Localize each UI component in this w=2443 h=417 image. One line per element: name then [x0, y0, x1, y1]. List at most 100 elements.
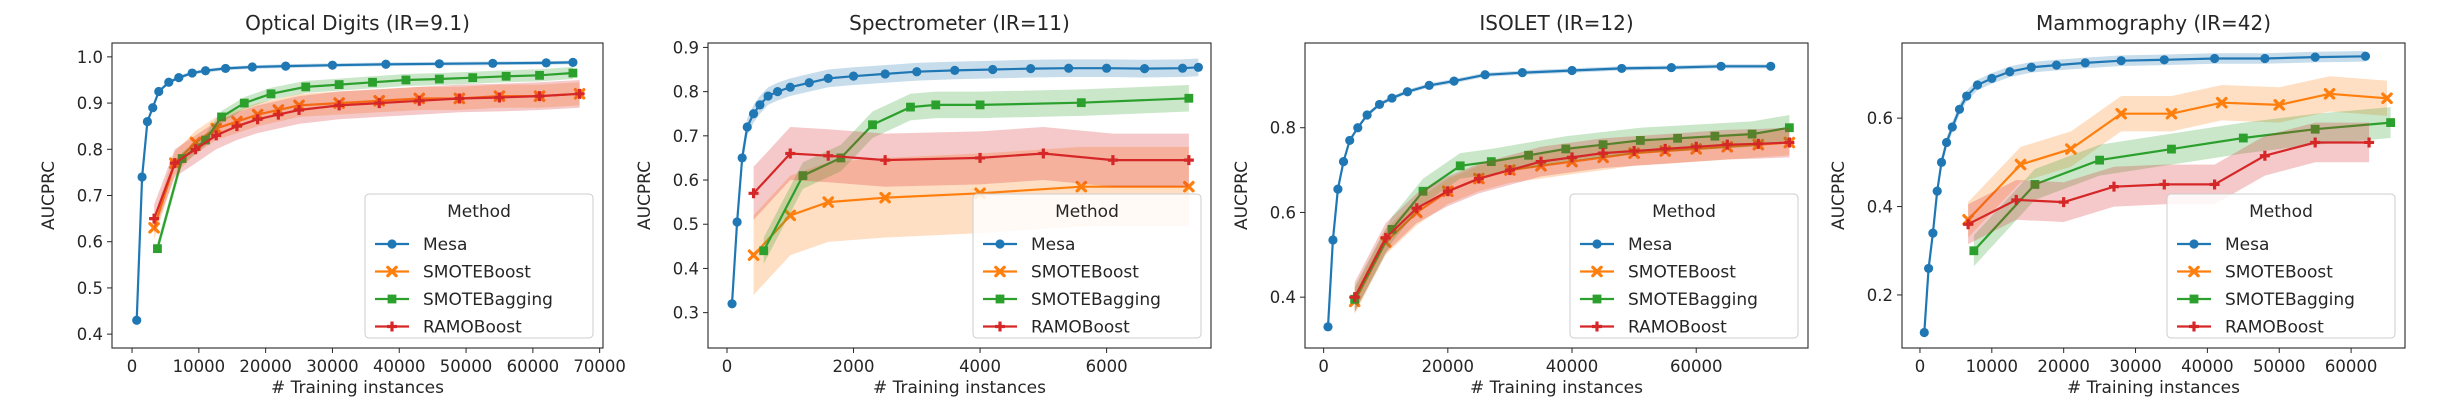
- chart-title: Optical Digits (IR=9.1): [245, 11, 470, 35]
- data-point: [1710, 131, 1720, 141]
- chart-title: Spectrometer (IR=11): [849, 11, 1070, 35]
- data-point: [231, 121, 242, 132]
- legend-marker: [2189, 294, 2199, 304]
- chart-panel: Spectrometer (IR=11) 0 2000 4000 6000 0.3 0.4 0…: [635, 11, 1212, 398]
- x-tick-label: 40000: [373, 357, 426, 376]
- data-point: [1766, 61, 1776, 71]
- y-tick-label: 1.0: [77, 48, 103, 67]
- data-point: [1328, 235, 1338, 245]
- y-tick-label: 0.7: [673, 127, 699, 146]
- y-tick-label: 0.4: [1270, 288, 1296, 307]
- data-point: [187, 68, 197, 78]
- data-point: [1480, 70, 1490, 80]
- series-smotebagging: [759, 85, 1194, 264]
- x-tick-label: 50000: [2253, 357, 2306, 376]
- data-point: [747, 249, 760, 261]
- data-point: [1923, 263, 1934, 274]
- data-point: [1449, 76, 1459, 86]
- legend-title: Method: [2249, 202, 2313, 222]
- data-point: [822, 196, 835, 208]
- legend-title: Method: [1652, 202, 1716, 222]
- data-point: [1722, 139, 1733, 150]
- data-point: [880, 69, 890, 79]
- data-point: [210, 122, 223, 135]
- y-tick-label: 0.8: [1270, 119, 1296, 138]
- series-smoteboost: [1962, 76, 2393, 238]
- x-tick-label: 10000: [173, 357, 226, 376]
- x-tick-label: 70000: [573, 357, 626, 376]
- data-point: [2310, 52, 2320, 62]
- x-tick-label: 60000: [2325, 357, 2378, 376]
- legend-box: [2166, 193, 2396, 339]
- legend: Method Mesa SMOTEBoost SMOTEBagging RAMOBoos…: [972, 193, 1202, 339]
- data-point: [169, 158, 180, 169]
- legend-label: SMOTEBoost: [1628, 263, 1736, 283]
- legend-label: RAMOBoost: [2225, 318, 2324, 338]
- legend-item: SMOTEBagging: [1580, 290, 1758, 310]
- data-point: [1424, 80, 1434, 90]
- data-point: [868, 120, 877, 130]
- data-point: [1323, 322, 1333, 332]
- data-point: [912, 67, 922, 77]
- x-tick-label: 0: [127, 357, 138, 376]
- confidence-band: [1973, 107, 2391, 267]
- data-point: [1402, 87, 1413, 97]
- legend-label: SMOTEBoost: [2225, 263, 2333, 283]
- data-point: [1442, 186, 1453, 197]
- confidence-band: [763, 85, 1189, 264]
- data-point: [334, 80, 344, 89]
- legend-label: SMOTEBagging: [1031, 290, 1161, 310]
- legend-item: SMOTEBagging: [2177, 290, 2355, 310]
- x-tick-label: 50000: [440, 357, 493, 376]
- data-point: [294, 105, 305, 116]
- data-point: [748, 188, 759, 199]
- legend-item: RAMOBoost: [983, 318, 1130, 338]
- data-point: [2238, 133, 2248, 143]
- data-point: [1784, 137, 1795, 148]
- y-tick-label: 0.6: [673, 171, 699, 190]
- data-point: [1972, 80, 1983, 90]
- legend-label: SMOTEBoost: [423, 263, 531, 283]
- legend-marker: [2188, 265, 2200, 278]
- data-point: [1380, 232, 1391, 243]
- y-tick-label: 0.8: [673, 83, 699, 102]
- data-point: [2209, 53, 2220, 64]
- data-point: [823, 150, 834, 161]
- legend-item: SMOTEBagging: [983, 290, 1161, 310]
- chart-title: ISOLET (IR=12): [1479, 11, 1633, 35]
- x-tick-label: 20000: [239, 357, 292, 376]
- data-point: [1954, 104, 1965, 114]
- data-point: [1691, 141, 1702, 152]
- data-point: [1784, 123, 1794, 133]
- data-point: [1076, 98, 1086, 108]
- y-tick-label: 0.3: [673, 304, 699, 323]
- data-point: [1177, 63, 1188, 73]
- data-point: [2360, 51, 2371, 61]
- data-point: [772, 87, 783, 97]
- chart-panel: Mammography (IR=42) 0 10000 20000 30000 40000…: [1829, 11, 2406, 398]
- legend-label: Mesa: [2225, 235, 2269, 255]
- data-point: [2273, 99, 2286, 111]
- data-point: [1504, 165, 1515, 176]
- plot-frame: [707, 42, 1212, 349]
- data-point: [823, 73, 833, 83]
- series-ramoboost: [1963, 122, 2375, 245]
- x-tick-label: 0: [1915, 357, 1926, 376]
- data-point: [1486, 157, 1496, 167]
- data-point: [975, 152, 986, 163]
- series-smoteboost: [747, 146, 1195, 295]
- legend-marker: [1592, 321, 1602, 332]
- data-point: [247, 62, 257, 72]
- x-tick-label: 30000: [2109, 357, 2162, 376]
- data-point: [1635, 136, 1645, 145]
- confidence-band: [1354, 127, 1790, 312]
- data-point: [1374, 99, 1385, 110]
- confidence-band: [1968, 76, 2387, 238]
- data-point: [301, 82, 311, 92]
- x-tick-label: 6000: [1086, 357, 1128, 376]
- data-point: [785, 82, 795, 92]
- data-point: [1962, 91, 1972, 101]
- legend-label: SMOTEBoost: [1031, 263, 1139, 283]
- series-ramoboost: [149, 80, 585, 233]
- data-point: [1038, 148, 1049, 159]
